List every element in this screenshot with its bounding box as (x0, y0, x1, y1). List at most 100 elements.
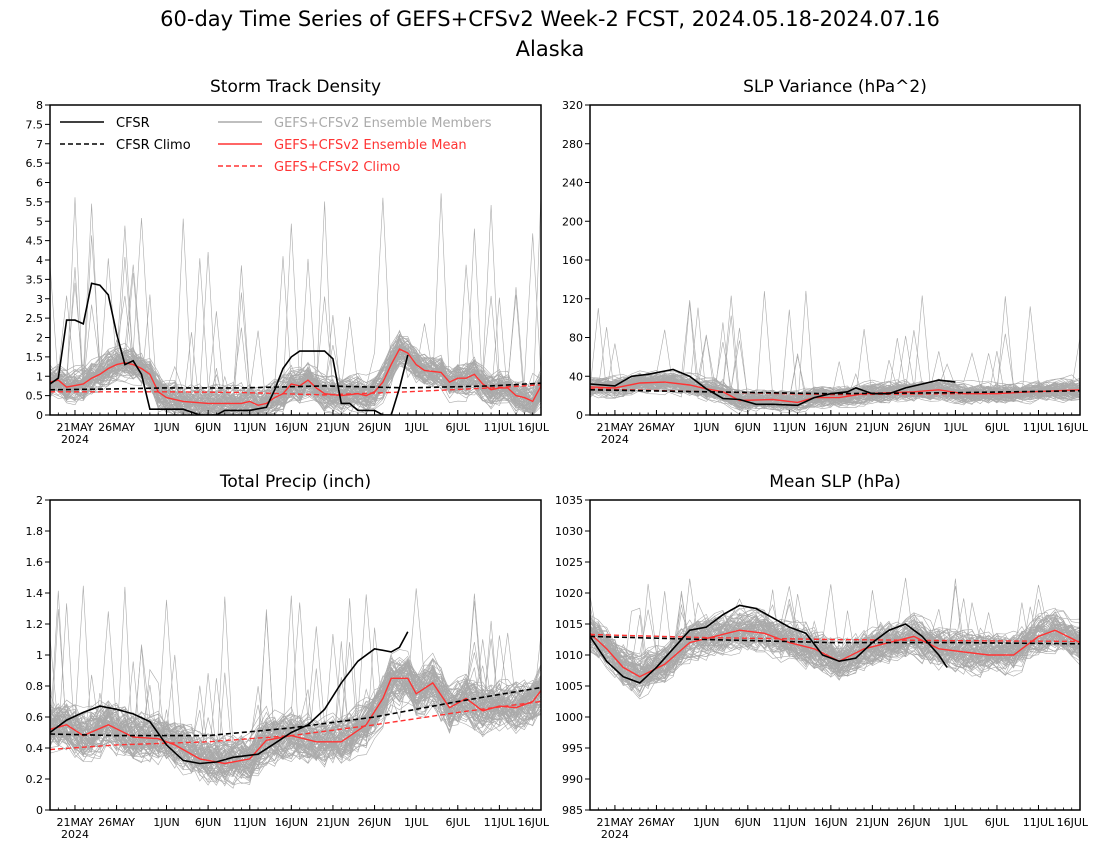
chart-total-precip: Total Precip (inch) 0 0.2 0.4 0.6 0.8 1 1.2 1.4 1… (26, 472, 550, 841)
x-tick-label: 21JUN (856, 816, 890, 829)
y-tick-label: 985 (562, 804, 583, 817)
y-tick-label: 0.8 (26, 680, 44, 693)
x-tick-label: 11JUL (1023, 421, 1055, 434)
ensemble-member-line (590, 578, 1080, 681)
ensemble-member-line (50, 235, 541, 414)
x-tick-label: 6JUN (195, 421, 222, 434)
ensemble-member-line (50, 333, 541, 415)
ensemble-member-line (50, 603, 541, 768)
ensemble-member-line (50, 336, 541, 415)
chart-slp-variance: SLP Variance (hPa^2) 0 40 80 120 160 200 240 280… (562, 77, 1089, 446)
x-tick-label: 6JUN (735, 816, 762, 829)
y-tick-label: 1010 (555, 649, 583, 662)
y-tick-label: 1.2 (26, 618, 44, 631)
series-line-cfsr (50, 631, 409, 765)
x-tick-label: 11JUL (484, 816, 516, 829)
y-tick-label: 1020 (555, 587, 583, 600)
y-tick-label: 6 (36, 177, 43, 190)
y-tick-label: 0.5 (26, 390, 44, 403)
series-line-gefs-cfsv2-climo (590, 388, 1080, 396)
y-tick-label: 3 (36, 293, 43, 306)
x-tick-label: 6JUL (985, 421, 1010, 434)
x-tick-label: 26JUN (897, 421, 931, 434)
chart-title: Storm Track Density (210, 77, 381, 97)
y-tick-label: 80 (569, 332, 583, 345)
y-tick-label: 280 (562, 138, 583, 151)
x-tick-label: 11JUN (233, 421, 267, 434)
y-tick-label: 2 (36, 332, 43, 345)
x-tick-label: 21MAY (596, 421, 633, 434)
chart-panels: Storm Track Density 0 0.5 1 1.5 2 2.5 3 3.5 4 4.5 5… (26, 77, 1089, 841)
y-tick-label: 2.5 (26, 312, 44, 325)
x-tick-label: 16JUN (814, 421, 848, 434)
x-tick-label: 16JUN (275, 421, 309, 434)
x-tick-label: 21JUN (316, 421, 350, 434)
y-tick-label: 0.4 (26, 742, 44, 755)
legend-label: CFSR (116, 116, 150, 131)
y-tick-label: 1.6 (26, 556, 44, 569)
x-tick-label: 11JUN (773, 421, 807, 434)
y-tick-label: 2 (36, 494, 43, 507)
y-tick-label: 1015 (555, 618, 583, 631)
ensemble-member-line (50, 343, 541, 415)
x-tick-label: 21JUN (316, 816, 350, 829)
ensemble-members (590, 577, 1080, 700)
y-tick-label: 5 (36, 215, 43, 228)
ensemble-member-line (50, 595, 541, 786)
x-tick-label: 16JUN (814, 816, 848, 829)
ensemble-member-line (50, 353, 541, 415)
y-tick-label: 1 (36, 370, 43, 383)
x-tick-label: 1JUL (943, 816, 968, 829)
series-line-gefs-cfsv2-ensemble-mean (50, 677, 541, 765)
x-tick-label: 6JUN (195, 816, 222, 829)
x-tick-label: 26MAY (638, 816, 675, 829)
y-tick-label: 240 (562, 177, 583, 190)
chart-title: SLP Variance (hPa^2) (743, 77, 927, 97)
x-tick-label: 1JUN (693, 421, 720, 434)
x-tick-label: 11JUN (233, 816, 267, 829)
ensemble-member-line (50, 347, 541, 413)
figure-title: 60-day Time Series of GEFS+CFSv2 Week-2 … (160, 7, 940, 31)
y-tick-label: 1.8 (26, 525, 44, 538)
x-tick-label: 6JUN (735, 421, 762, 434)
legend-label: CFSR Climo (116, 138, 191, 153)
ensemble-member-line (590, 374, 1080, 408)
y-tick-label: 320 (562, 99, 583, 112)
ensemble-member-line (590, 611, 1080, 684)
x-tick-label: 21MAY (596, 816, 633, 829)
ensemble-member-line (50, 356, 541, 415)
ensemble-member-line (50, 346, 541, 415)
x-year-label: 2024 (601, 828, 629, 841)
x-tick-label: 1JUN (693, 816, 720, 829)
ensemble-members (590, 290, 1080, 415)
x-tick-label: 11JUL (484, 421, 516, 434)
series-line-gefs-cfsv2-climo (590, 633, 1080, 643)
ensemble-member-line (50, 350, 541, 415)
x-tick-label: 26MAY (638, 421, 675, 434)
ensemble-member-line (50, 593, 541, 785)
y-tick-label: 1030 (555, 525, 583, 538)
y-tick-label: 40 (569, 370, 583, 383)
legend: CFSR CFSR Climo GEFS+CFSv2 Ensemble Member… (60, 116, 492, 175)
x-tick-label: 6JUL (446, 816, 471, 829)
ensemble-member-line (590, 621, 1080, 675)
x-year-label: 2024 (601, 433, 629, 446)
x-tick-label: 21JUN (856, 421, 890, 434)
x-tick-label: 26MAY (98, 816, 135, 829)
ensemble-member-line (590, 375, 1080, 405)
x-tick-label: 21MAY (57, 816, 94, 829)
ensemble-member-line (590, 620, 1080, 694)
y-tick-label: 6.5 (26, 157, 44, 170)
series-line-cfsr (590, 368, 956, 407)
x-tick-label: 1JUN (153, 421, 180, 434)
y-tick-label: 3.5 (26, 273, 44, 286)
x-year-label: 2024 (61, 828, 89, 841)
y-tick-label: 0 (36, 409, 43, 422)
x-tick-label: 11JUN (773, 816, 807, 829)
x-tick-label: 6JUL (985, 816, 1010, 829)
legend-label: GEFS+CFSv2 Ensemble Members (274, 116, 492, 131)
y-tick-label: 1 (36, 649, 43, 662)
x-tick-label: 16JUL (518, 816, 550, 829)
y-tick-label: 4.5 (26, 235, 44, 248)
